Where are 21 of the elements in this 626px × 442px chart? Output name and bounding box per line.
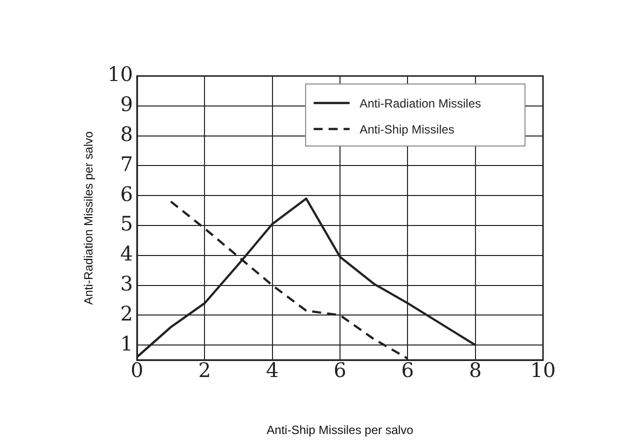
y-tick-label: 6 [120,182,133,206]
x-tick-label: 0 [130,358,144,382]
y-tick-label: 4 [120,242,133,266]
x-axis-title: Anti-Ship Missiles per salvo [266,423,414,438]
x-tick-label: 6 [334,358,346,382]
y-tick-label: 5 [120,212,133,236]
legend-label: Anti-Radiation Missiles [360,96,482,110]
y-axis-title: Anti-Radiation Missiles per salvo [82,130,96,305]
y-tick-label: 7 [120,152,133,176]
y-tick-label: 10 [108,62,133,86]
x-tick-label: 6 [401,358,414,382]
y-tick-label: 1 [120,331,133,356]
y-tick-label: 2 [120,301,133,326]
y-tick-label: 8 [120,122,133,146]
x-tick-label: 8 [468,358,482,382]
x-tick-label: 4 [266,358,279,382]
y-tick-label: 3 [120,271,133,296]
x-tick-label: 2 [198,358,212,382]
x-tick-label: 10 [530,358,556,382]
legend-label: Anti-Ship Missiles [360,122,454,136]
y-tick-label: 9 [120,92,133,116]
